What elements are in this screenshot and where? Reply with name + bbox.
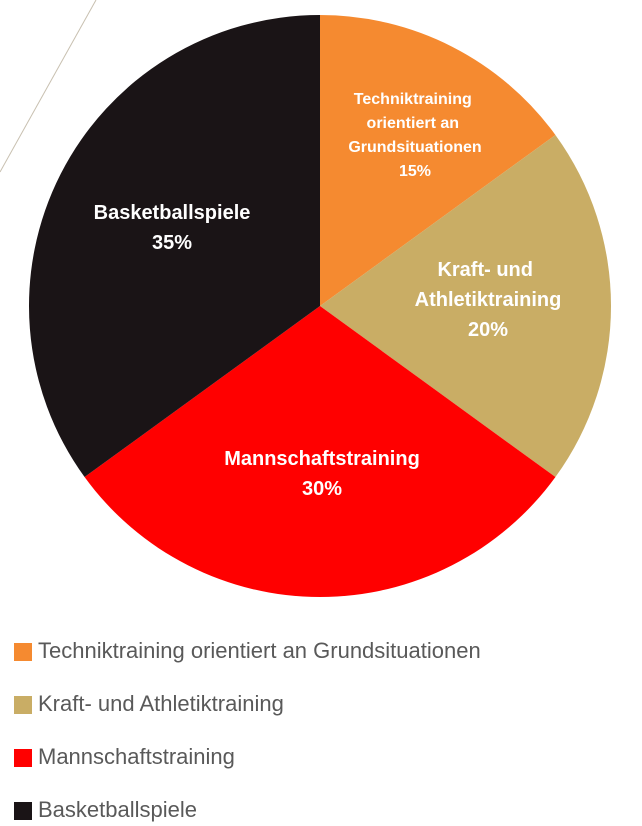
legend-swatch <box>14 643 32 661</box>
slice-value-label: 20% <box>468 319 508 341</box>
pie-slice <box>28 14 321 478</box>
pie-slice <box>320 134 611 478</box>
legend-swatch <box>14 802 32 820</box>
legend-label: Basketballspiele <box>38 797 197 822</box>
legend-swatch <box>14 696 32 714</box>
legend-label: Kraft- und Athletiktraining <box>38 691 284 716</box>
pie-slice <box>320 15 556 306</box>
slice-value-label: 30% <box>302 478 342 500</box>
legend-swatch <box>14 749 32 767</box>
legend-label: Mannschaftstraining <box>38 744 235 769</box>
slice-category-label: Techniktraining orientiert an Grundsitua… <box>348 91 481 156</box>
slice-category-label: Mannschaftstraining <box>224 448 420 470</box>
slice-value-label: 15% <box>399 163 431 180</box>
slice-value-label: 35% <box>152 232 192 254</box>
slice-category-label: Kraft- und Athletiktraining <box>415 259 562 311</box>
slice-category-label: Basketballspiele <box>94 202 251 224</box>
legend-label: Techniktraining orientiert an Grundsitua… <box>38 638 481 663</box>
pie-slice <box>84 306 556 598</box>
decoration-line <box>0 0 97 173</box>
